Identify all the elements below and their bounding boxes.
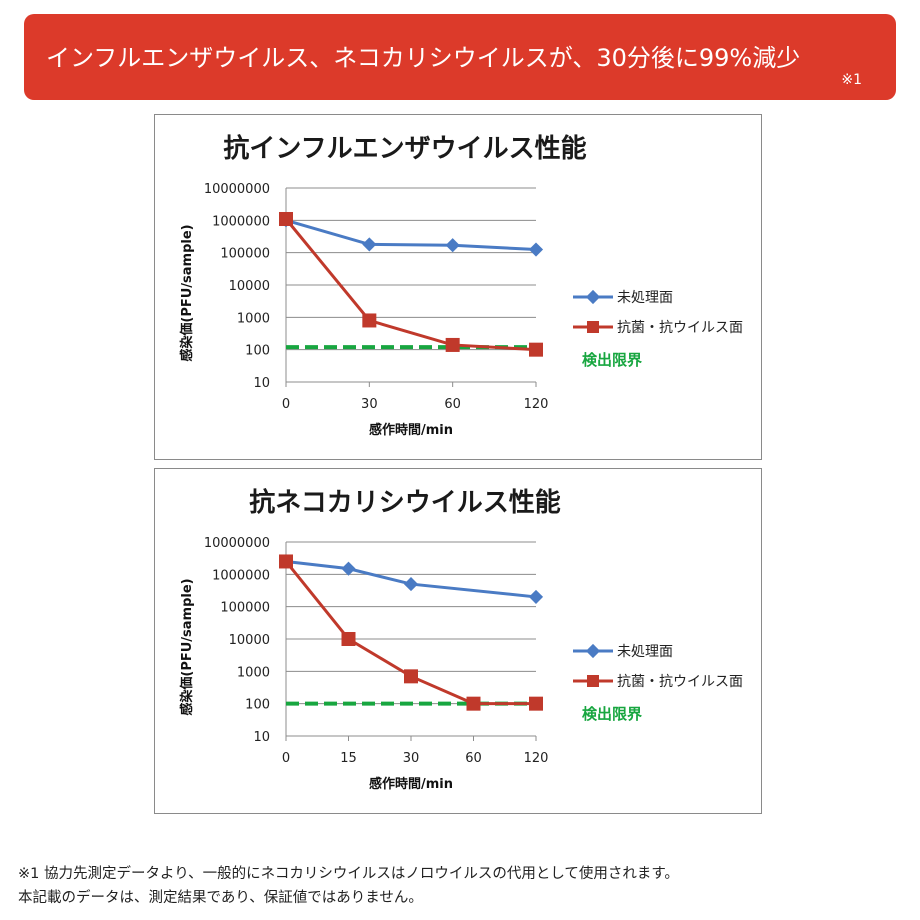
y-tick-label: 10 bbox=[253, 730, 270, 745]
series-line-2 bbox=[284, 218, 537, 352]
x-tick-label: 0 bbox=[282, 397, 290, 412]
y-tick-label: 10000 bbox=[229, 633, 270, 648]
y-tick-label: 1000 bbox=[237, 665, 270, 680]
footnote-1: ※1 協力先測定データより、一般的にネコカリシウイルスはノロウイルスの代用として… bbox=[18, 866, 679, 882]
y-axis-label: 感染価(PFU/sample) bbox=[179, 224, 195, 361]
chart-title: 抗ネコカリシウイルス性能 bbox=[249, 487, 560, 518]
data-point-treated bbox=[341, 632, 356, 646]
chart-title: 抗インフルエンザウイルス性能 bbox=[223, 133, 586, 164]
x-tick-label: 120 bbox=[524, 751, 549, 766]
data-point-untreated bbox=[528, 242, 544, 257]
x-axis-label: 感作時間/min bbox=[369, 422, 453, 438]
y-tick-label: 1000 bbox=[237, 311, 270, 326]
data-point-treated bbox=[279, 554, 293, 569]
legend-marker-treated bbox=[587, 675, 599, 687]
series-line-1 bbox=[285, 218, 537, 252]
headline-banner: インフルエンザウイルス、ネコカリシウイルスが、30分後に99%減少 ※1 bbox=[24, 14, 896, 100]
y-tick-label: 100000 bbox=[220, 601, 270, 616]
data-point-untreated bbox=[341, 561, 356, 576]
x-tick-label: 60 bbox=[465, 751, 482, 766]
x-tick-label: 120 bbox=[524, 397, 549, 412]
calicivirus-chart-svg: 抗ネコカリシウイルス性能1000000010000001000001000010… bbox=[179, 487, 743, 792]
footnote-2: 本記載のデータは、測定結果であり、保証値ではありません。 bbox=[18, 890, 423, 906]
data-point-treated bbox=[362, 313, 377, 328]
legend-label-1: 未処理面 bbox=[617, 644, 673, 660]
detection-limit-label: 検出限界 bbox=[582, 705, 642, 723]
influenza-chart: 抗インフルエンザウイルス性能 10000000 1000000 100000 10000… bbox=[154, 114, 762, 460]
legend-marker-untreated bbox=[585, 289, 601, 305]
y-tick-label: 10000000 bbox=[204, 182, 270, 197]
data-point-treated bbox=[529, 696, 543, 711]
y-tick-label: 1000000 bbox=[212, 214, 270, 229]
headline-footnote-mark: ※1 bbox=[841, 72, 862, 88]
y-tick-label: 100 bbox=[245, 344, 270, 359]
data-point-untreated bbox=[403, 576, 419, 592]
y-tick-label: 100000 bbox=[220, 247, 270, 262]
data-point-treated bbox=[529, 342, 543, 357]
y-axis-label: 感染価(PFU/sample) bbox=[179, 578, 195, 715]
headline-text: インフルエンザウイルス、ネコカリシウイルスが、30分後に99%減少 bbox=[46, 44, 801, 72]
data-point-treated bbox=[404, 669, 418, 684]
legend-marker-treated bbox=[587, 321, 599, 333]
influenza-chart-svg: 抗インフルエンザウイルス性能10000000100000010000010000… bbox=[179, 133, 743, 438]
data-point-untreated bbox=[528, 589, 544, 605]
y-tick-label: 100 bbox=[245, 698, 270, 713]
legend-label-2: 抗菌・抗ウイルス面 bbox=[617, 674, 743, 690]
y-tick-label: 10000000 bbox=[204, 536, 270, 551]
x-tick-label: 30 bbox=[361, 397, 378, 412]
legend-label-2: 抗菌・抗ウイルス面 bbox=[617, 320, 743, 336]
data-point-treated bbox=[279, 211, 293, 226]
data-point-untreated bbox=[445, 238, 460, 253]
x-axis-label: 感作時間/min bbox=[369, 776, 453, 792]
series-line-1 bbox=[285, 559, 537, 599]
x-tick-label: 0 bbox=[282, 751, 290, 766]
calicivirus-chart: 抗ネコカリシウイルス性能 10000000 1000000 100000 10000 10… bbox=[154, 468, 762, 814]
data-point-treated bbox=[466, 696, 481, 711]
x-tick-label: 60 bbox=[444, 397, 461, 412]
legend-label-1: 未処理面 bbox=[617, 290, 673, 306]
detection-limit-label: 検出限界 bbox=[582, 351, 642, 369]
y-tick-label: 1000000 bbox=[212, 568, 270, 583]
y-tick-label: 10 bbox=[253, 376, 270, 391]
data-point-treated bbox=[445, 337, 460, 352]
x-tick-label: 30 bbox=[403, 751, 420, 766]
legend-marker-untreated bbox=[585, 643, 601, 659]
y-tick-label: 10000 bbox=[229, 279, 270, 294]
data-point-untreated bbox=[362, 237, 377, 252]
x-tick-label: 15 bbox=[340, 751, 357, 766]
